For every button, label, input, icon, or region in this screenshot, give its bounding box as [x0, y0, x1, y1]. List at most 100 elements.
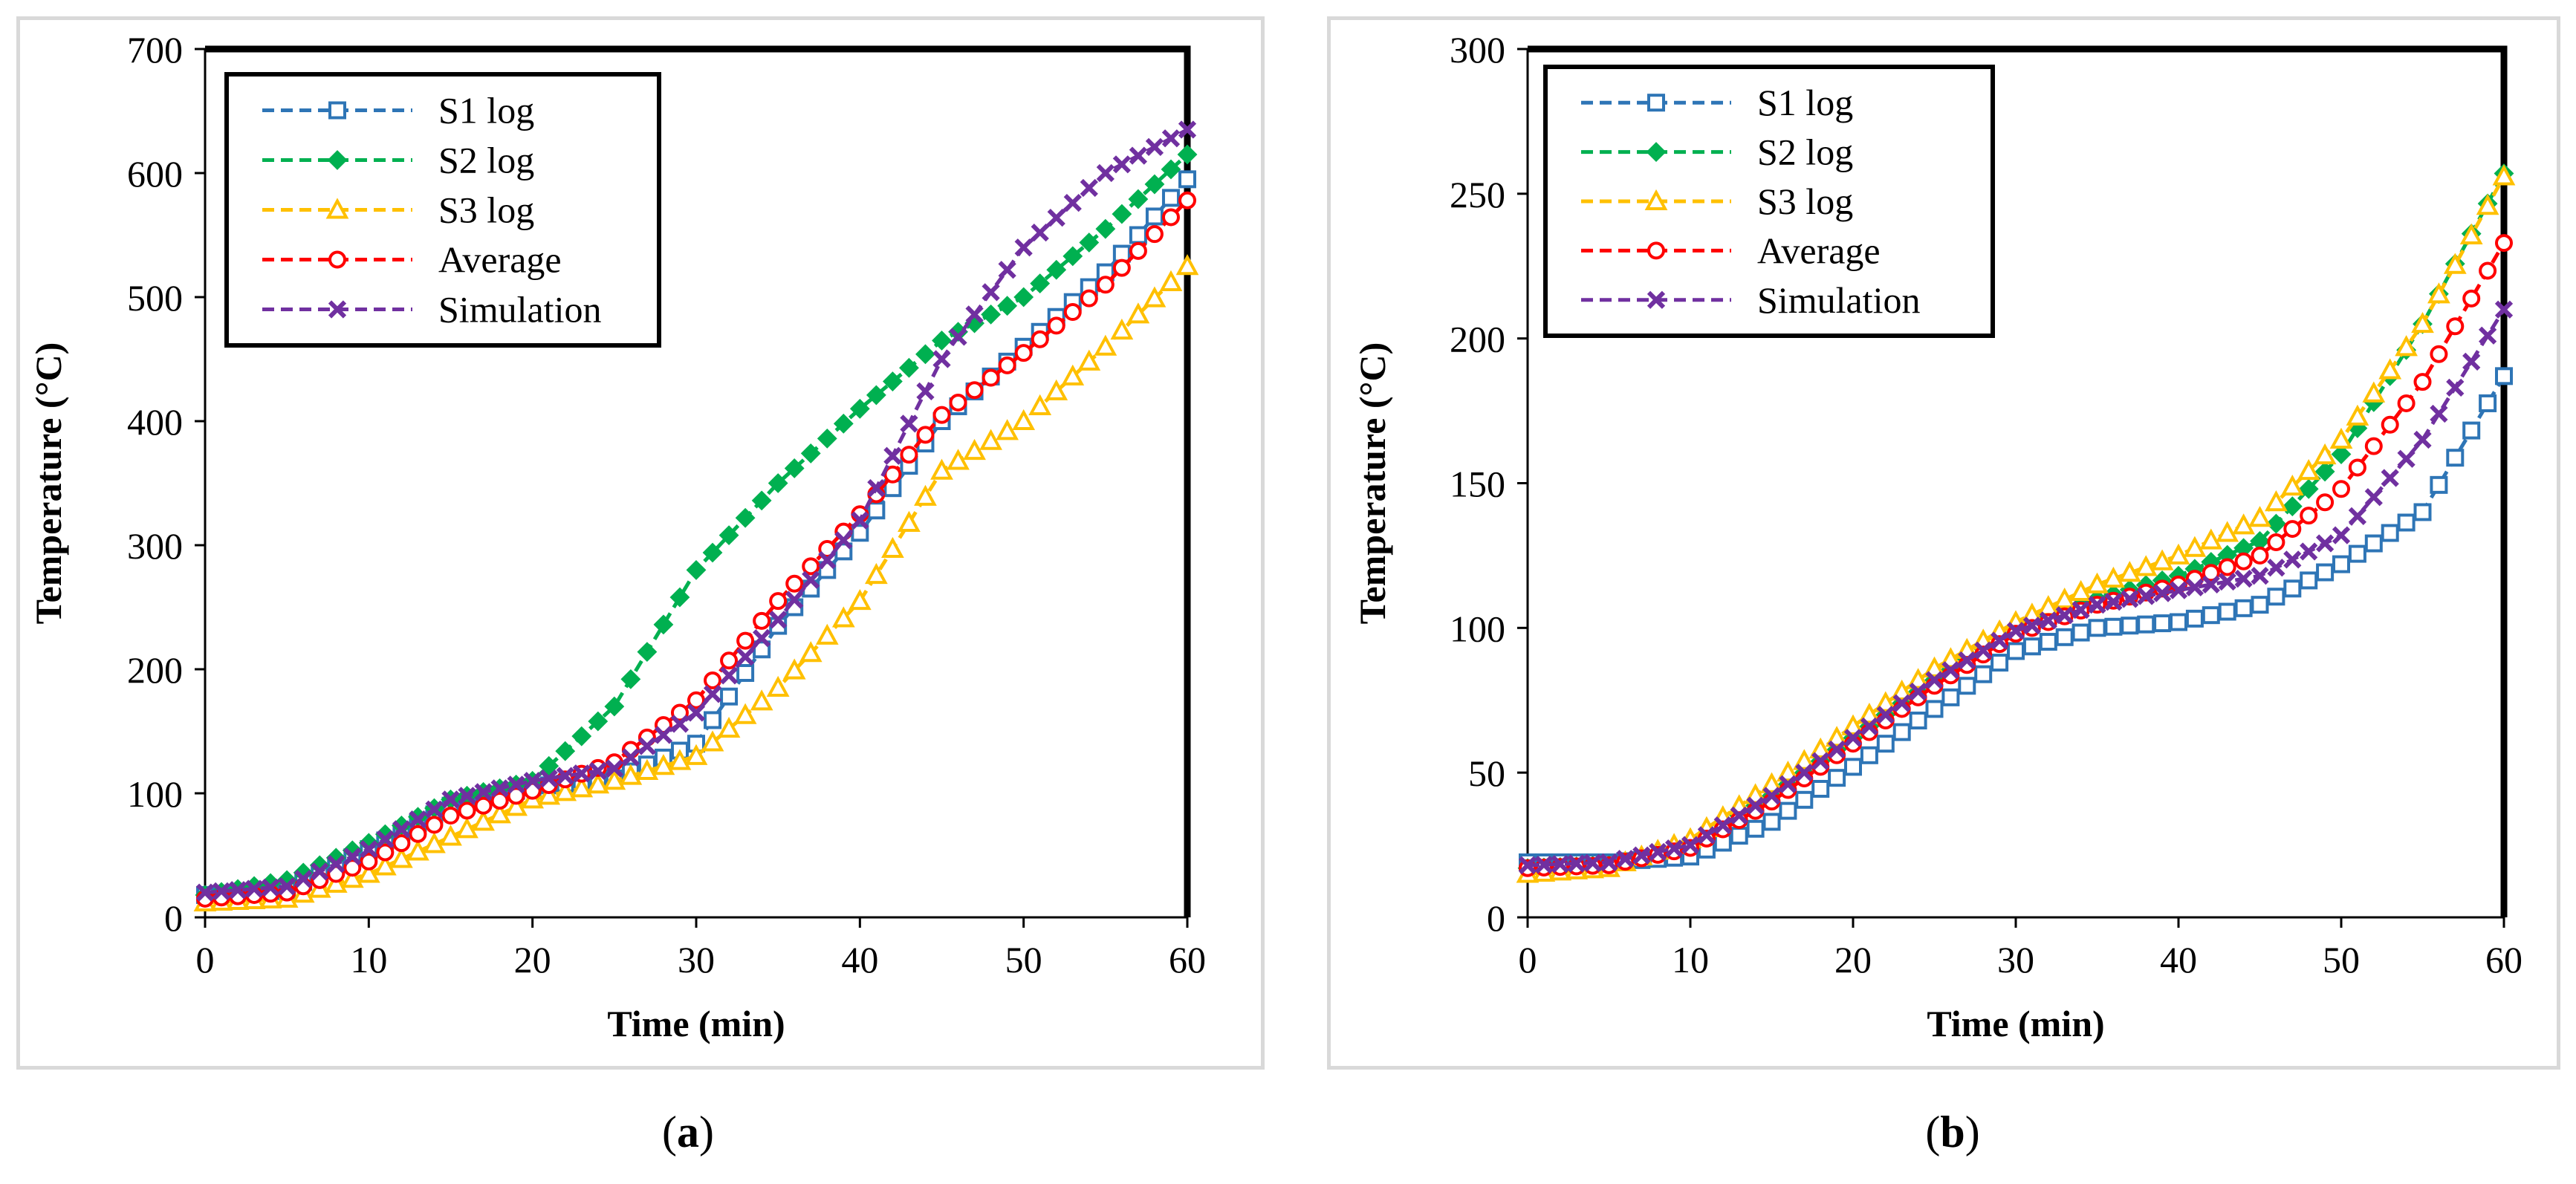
data-point — [2218, 558, 2236, 576]
data-point — [2348, 544, 2366, 563]
data-point — [1941, 688, 1960, 706]
data-point — [2362, 381, 2386, 403]
data-point — [2039, 633, 2057, 651]
data-point — [439, 824, 462, 846]
legend-swatch-marker — [1646, 142, 1667, 163]
data-point — [1159, 270, 1183, 291]
data-point — [1795, 790, 1814, 809]
data-point — [357, 862, 380, 883]
data-point — [2267, 559, 2285, 577]
data-point — [1890, 679, 1914, 701]
data-point — [653, 614, 674, 635]
data-point — [849, 398, 870, 419]
data-point — [2332, 555, 2350, 573]
x-tick-label: 30 — [678, 939, 715, 980]
x-tick-label: 40 — [841, 939, 878, 980]
data-point — [1112, 244, 1131, 263]
data-point — [2316, 493, 2335, 512]
data-point — [2331, 444, 2352, 464]
data-point — [2381, 524, 2399, 542]
data-point — [1094, 334, 1117, 356]
data-point — [2443, 253, 2467, 274]
data-point — [2313, 443, 2337, 465]
data-point — [1876, 735, 1895, 753]
data-point — [1096, 163, 1115, 183]
data-point — [769, 592, 788, 611]
data-point — [2251, 567, 2269, 585]
data-point — [1161, 129, 1181, 148]
data-point — [704, 671, 722, 690]
data-point — [2121, 617, 2139, 635]
data-point — [2413, 430, 2432, 449]
data-point — [818, 550, 837, 570]
data-point — [1760, 772, 1783, 793]
data-point — [2167, 543, 2190, 565]
data-point — [2378, 358, 2402, 380]
data-point — [409, 824, 427, 843]
data-point — [1112, 204, 1132, 224]
data-point — [2495, 367, 2513, 386]
data-point — [736, 648, 755, 666]
data-point — [766, 675, 790, 697]
data-point — [802, 557, 820, 576]
data-point — [1860, 746, 1878, 764]
data-point — [2170, 613, 2187, 631]
data-point — [2234, 599, 2253, 617]
y-tick-label: 0 — [1487, 897, 1505, 939]
data-point — [390, 847, 413, 868]
x-tick-label: 40 — [2160, 939, 2197, 980]
data-point — [915, 344, 935, 365]
data-point — [1844, 758, 1862, 776]
data-point — [1958, 677, 1976, 695]
y-tick-label: 50 — [1468, 752, 1505, 794]
data-point — [2216, 521, 2239, 542]
data-point — [687, 703, 706, 722]
data-point — [1697, 826, 1716, 845]
data-point — [2102, 566, 2125, 588]
data-point — [1047, 208, 1065, 227]
data-point — [2232, 513, 2255, 535]
y-tick-label: 300 — [1450, 29, 1505, 71]
data-point — [2479, 261, 2497, 280]
data-point — [2297, 458, 2320, 481]
data-point — [718, 525, 739, 546]
data-point — [848, 588, 872, 611]
data-point — [751, 490, 772, 511]
x-tick-label: 20 — [514, 939, 551, 980]
data-point — [2134, 555, 2158, 576]
legend-swatch-marker — [1647, 290, 1666, 309]
data-point — [916, 382, 935, 401]
data-point — [505, 795, 528, 816]
data-point — [750, 689, 773, 711]
data-point — [2446, 449, 2465, 467]
data-point — [1858, 703, 1881, 724]
data-point — [1974, 641, 1993, 660]
y-tick-label: 250 — [1450, 174, 1505, 215]
data-point — [1925, 700, 1944, 718]
data-point — [733, 703, 757, 724]
data-point — [2202, 564, 2220, 582]
x-tick-label: 60 — [1169, 939, 1206, 980]
data-point — [2153, 614, 2172, 633]
data-point — [867, 501, 886, 520]
data-point — [1616, 850, 1635, 868]
data-point — [2251, 596, 2269, 614]
data-point — [2234, 569, 2253, 588]
data-point — [2267, 588, 2285, 606]
y-tick-label: 400 — [127, 401, 183, 443]
plot-border — [1528, 45, 2508, 917]
panel-a-label: (a) — [662, 1107, 714, 1157]
legend-entry-label: S3 log — [438, 189, 534, 231]
data-point — [1779, 801, 1797, 820]
data-point — [376, 830, 395, 848]
data-point — [2364, 534, 2383, 553]
data-point — [2199, 528, 2223, 550]
data-point — [1779, 775, 1797, 793]
data-point — [702, 542, 723, 563]
x-tick-label: 0 — [1519, 939, 1537, 980]
legend-entry-label: S1 log — [438, 90, 534, 131]
data-point — [376, 843, 395, 862]
y-tick-label: 100 — [1450, 608, 1505, 649]
data-point — [2039, 611, 2057, 630]
